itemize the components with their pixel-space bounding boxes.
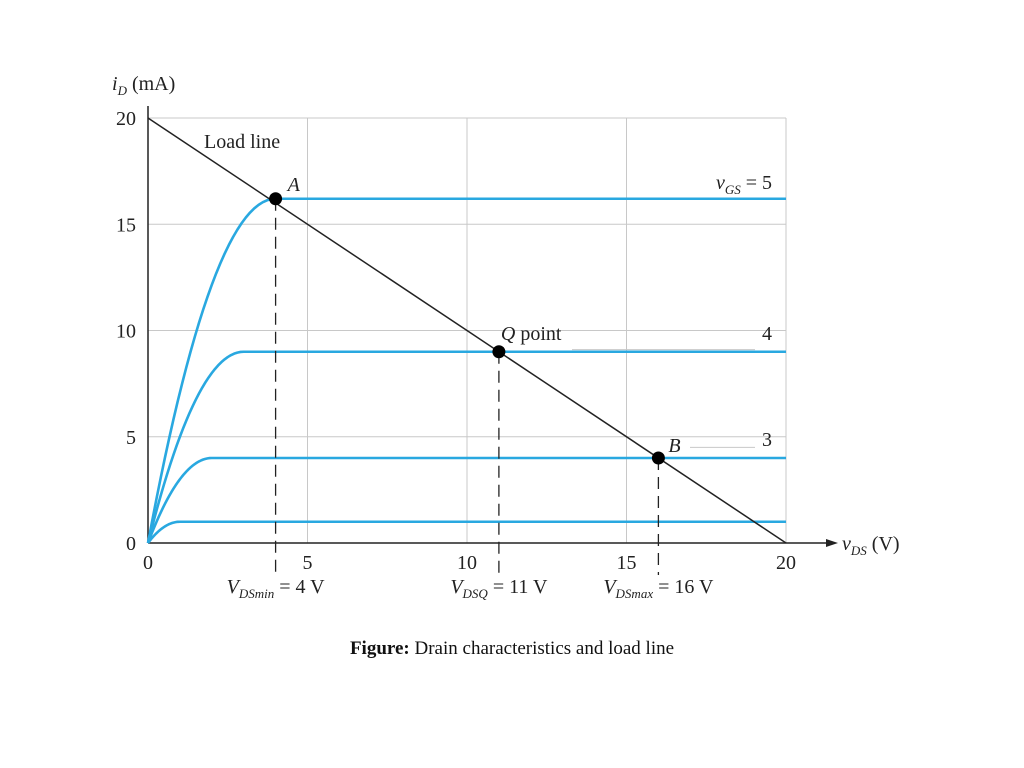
operating-point (269, 192, 283, 206)
drain-curve-3 (146, 456, 786, 544)
x-axis-unit: (V) (867, 533, 900, 555)
vgs-label-4: 4 (762, 323, 772, 345)
operating-point (651, 451, 665, 465)
load-line (147, 117, 787, 544)
point-label-q-word: point (515, 323, 562, 345)
point-label-q-letter: Q (501, 323, 516, 345)
y-tick-label: 20 (116, 108, 136, 130)
load-line-label: Load line (204, 131, 280, 153)
vgs-var: v (716, 172, 725, 194)
x-axis-label: vDS (V) (842, 533, 900, 558)
marker-sub: DSmax (615, 586, 654, 601)
x-tick-label: 5 (303, 552, 313, 574)
y-axis-var: i (112, 73, 118, 95)
marker-var: V (603, 576, 618, 598)
marker-label: VDSmax = 16 V (603, 576, 714, 601)
vgs-eq: = 5 (741, 172, 772, 194)
y-axis-label: iD (mA) (112, 73, 175, 98)
vgs-label-3: 3 (762, 429, 772, 451)
vgs-sub: GS (725, 182, 741, 197)
marker-label: VDSQ = 11 V (450, 576, 548, 601)
marker-rest: = 11 V (488, 576, 548, 598)
drain-curve-4 (146, 520, 786, 544)
x-tick-label: 10 (457, 552, 477, 574)
y-tick-label: 0 (126, 533, 136, 555)
y-axis-sub: D (117, 83, 128, 98)
y-tick-label: 15 (116, 214, 136, 236)
operating-point (492, 345, 506, 359)
tick-labels: 0 5 10 15 20 0 5 10 15 20 (116, 108, 796, 574)
axes (147, 106, 838, 547)
vgs-label-5: vGS = 5 (716, 172, 772, 197)
x-axis-sub: DS (850, 543, 867, 558)
x-axis-var: v (842, 533, 851, 555)
marker-sub: DSQ (462, 586, 489, 601)
caption-text: Drain characteristics and load line (409, 638, 675, 659)
y-axis-unit: (mA) (127, 73, 175, 95)
marker-rest: = 16 V (653, 576, 714, 598)
load-line-path (147, 117, 787, 544)
x-tick-label: 20 (776, 552, 796, 574)
marker-rest: = 4 V (274, 576, 325, 598)
caption-bold: Figure: (349, 638, 410, 659)
marker-var: V (227, 576, 242, 598)
operating-points (269, 192, 665, 465)
drain-curve-2 (146, 350, 786, 544)
x-tick-label: 15 (617, 552, 637, 574)
x-axis-arrow (826, 539, 838, 547)
drain-curves (146, 197, 786, 544)
y-tick-label: 10 (116, 321, 136, 343)
marker-sub: DSmin (238, 586, 274, 601)
drain-curve-1 (146, 197, 786, 544)
y-tick-label: 5 (126, 427, 136, 449)
figure-caption: Figure: Drain characteristics and load l… (0, 638, 1024, 660)
point-label-q: Q point (501, 323, 562, 345)
marker-var: V (450, 576, 465, 598)
x-tick-label: 0 (143, 552, 153, 574)
point-label-b: B (668, 435, 680, 457)
marker-label: VDSmin = 4 V (227, 576, 326, 601)
point-label-a: A (286, 174, 301, 196)
dashed-markers (274, 198, 660, 575)
